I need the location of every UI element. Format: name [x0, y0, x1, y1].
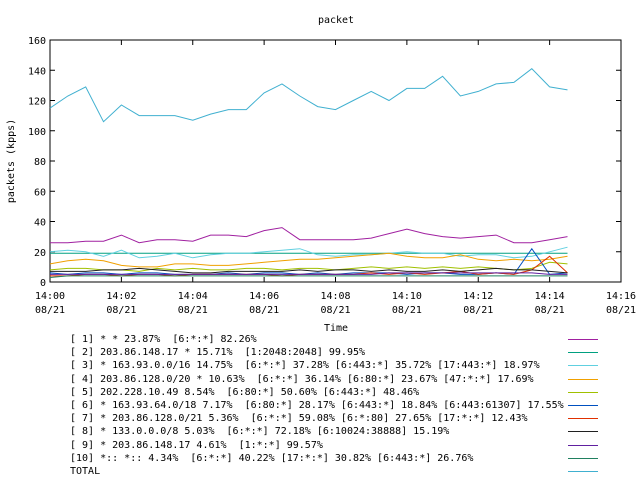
series-line-3	[49, 246, 568, 259]
legend-label: [ 1] * * 23.87% [6:*:*] 82.26%	[70, 334, 257, 345]
legend: [ 1] * * 23.87% [6:*:*] 82.26% [ 2] 203.8…	[70, 333, 630, 478]
x-tick-label: 14:16	[606, 291, 636, 302]
x-tick-date: 08/21	[320, 305, 350, 316]
series-line-5	[49, 261, 568, 272]
x-tick-date: 08/21	[249, 305, 279, 316]
x-tick-date: 08/21	[106, 305, 136, 316]
x-tick-date: 08/21	[392, 305, 422, 316]
legend-label: [ 8] * 133.0.0.0/8 5.03% [6:*:*] 72.18% …	[70, 426, 450, 438]
legend-entry: [ 3] * 163.93.0.0/16 14.75% [6:*:*] 37.2…	[70, 359, 630, 372]
legend-swatch	[568, 431, 598, 433]
legend-entry: [ 2] 203.86.148.17 * 15.71% [1:2048:2048…	[70, 346, 630, 359]
legend-label: TOTAL	[70, 465, 101, 477]
legend-swatch	[568, 404, 598, 406]
series-line-10	[49, 275, 568, 278]
x-tick-date: 08/21	[606, 305, 636, 316]
legend-entry: [ 8] * 133.0.0.0/8 5.03% [6:*:*] 72.18% …	[70, 425, 630, 438]
y-tick-label: 40	[34, 218, 46, 229]
x-tick-label: 14:08	[320, 291, 350, 302]
legend-entry: [ 7] * 203.86.128.0/21 5.36% [6:*:*] 59.…	[70, 412, 630, 425]
legend-swatch	[568, 378, 598, 380]
legend-swatch	[568, 352, 598, 354]
y-tick-label: 140	[28, 66, 46, 77]
legend-swatch	[568, 444, 598, 446]
y-tick-label: 80	[34, 157, 46, 168]
x-tick-date: 08/21	[463, 305, 493, 316]
chart-title: packet	[318, 15, 354, 26]
y-axis: 0 20 40 60 80 100 120 140 160	[28, 36, 621, 289]
y-tick-label: 20	[34, 248, 46, 259]
x-tick-label: 14:10	[392, 291, 422, 302]
legend-entry: [ 9] * 203.86.148.17 4.61% [1:*:*] 99.57…	[70, 439, 630, 452]
legend-label: [ 9] * 203.86.148.17 4.61% [1:*:*] 99.57…	[70, 439, 323, 451]
y-tick-label: 120	[28, 97, 46, 108]
legend-swatch	[568, 365, 598, 367]
x-axis-label: Time	[324, 323, 348, 334]
series-line-9	[50, 272, 568, 275]
x-tick-label: 14:06	[249, 291, 279, 302]
legend-swatch	[568, 339, 598, 340]
series-line-1	[50, 227, 568, 244]
legend-label: [ 6] * 163.93.64.0/18 7.17% [6:80:*] 28.…	[70, 399, 564, 411]
legend-swatch	[568, 391, 598, 393]
legend-swatch	[568, 418, 598, 420]
y-tick-label: 60	[34, 187, 46, 198]
legend-label: [ 4] 203.86.128.0/20 * 10.63% [6:*:*] 36…	[70, 373, 534, 385]
legend-entry: [ 1] * * 23.87% [6:*:*] 82.26%	[70, 333, 630, 346]
legend-swatch	[568, 457, 598, 459]
x-tick-label: 14:02	[106, 291, 136, 302]
x-tick-label: 14:00	[35, 291, 65, 302]
x-tick-label: 14:04	[178, 291, 208, 302]
legend-entry: [ 6] * 163.93.64.0/18 7.17% [6:80:*] 28.…	[70, 399, 630, 412]
legend-label: [ 2] 203.86.148.17 * 15.71% [1:2048:2048…	[70, 347, 366, 359]
legend-label: [ 3] * 163.93.0.0/16 14.75% [6:*:*] 37.2…	[70, 360, 540, 372]
y-tick-label: 160	[28, 36, 46, 47]
plot-frame	[49, 39, 622, 283]
plot-series	[49, 68, 568, 278]
legend-label: [ 7] * 203.86.128.0/21 5.36% [6:*:*] 59.…	[70, 413, 528, 425]
series-line-4	[49, 252, 568, 268]
x-tick-date: 08/21	[178, 305, 208, 316]
series-line-8	[50, 267, 568, 274]
legend-entry: [ 4] 203.86.128.0/20 * 10.63% [6:*:*] 36…	[70, 373, 630, 386]
y-tick-label: 100	[28, 127, 46, 138]
legend-entry: TOTAL	[70, 465, 630, 478]
x-tick-date: 08/21	[35, 305, 65, 316]
y-axis-label: packets (kpps)	[6, 119, 17, 203]
legend-entry: [ 5] 202.228.10.49 8.54% [6:80:*] 50.60%…	[70, 386, 630, 399]
x-tick-label: 14:12	[463, 291, 493, 302]
x-tick-date: 08/21	[535, 305, 565, 316]
legend-swatch	[568, 470, 598, 472]
legend-entry: [10] *:: *:: 4.34% [6:*:*] 40.22% [17:*:…	[70, 452, 630, 465]
legend-label: [ 5] 202.228.10.49 8.54% [6:80:*] 50.60%…	[70, 386, 420, 398]
series-line-11	[49, 68, 568, 123]
y-tick-label: 0	[40, 278, 46, 289]
legend-label: [10] *:: *:: 4.34% [6:*:*] 40.22% [17:*:…	[70, 452, 474, 464]
x-tick-label: 14:14	[535, 291, 565, 302]
x-axis: 14:00 08/21 14:02 08/21 14:04 08/21 14:06 08/21…	[35, 40, 636, 316]
